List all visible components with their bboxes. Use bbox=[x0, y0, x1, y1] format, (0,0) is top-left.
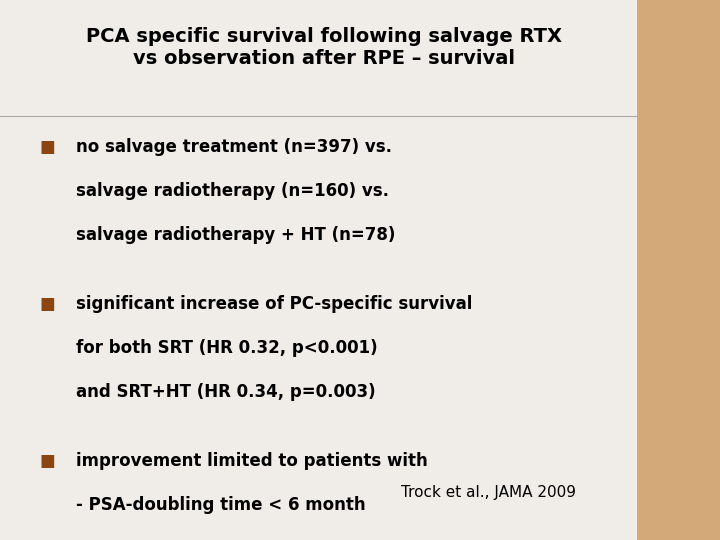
Text: and SRT+HT (HR 0.34, p=0.003): and SRT+HT (HR 0.34, p=0.003) bbox=[76, 383, 375, 401]
Text: ■: ■ bbox=[40, 295, 55, 313]
Text: salvage radiotherapy + HT (n=78): salvage radiotherapy + HT (n=78) bbox=[76, 226, 395, 244]
Text: salvage radiotherapy (n=160) vs.: salvage radiotherapy (n=160) vs. bbox=[76, 182, 389, 200]
Text: improvement limited to patients with: improvement limited to patients with bbox=[76, 452, 428, 470]
Text: ■: ■ bbox=[40, 452, 55, 470]
Text: no salvage treatment (n=397) vs.: no salvage treatment (n=397) vs. bbox=[76, 138, 392, 156]
Bar bbox=[637, 0, 720, 540]
Text: Trock et al., JAMA 2009: Trock et al., JAMA 2009 bbox=[401, 484, 576, 500]
Text: - PSA-doubling time < 6 month: - PSA-doubling time < 6 month bbox=[76, 496, 365, 514]
Text: PCA specific survival following salvage RTX
vs observation after RPE – survival: PCA specific survival following salvage … bbox=[86, 27, 562, 68]
Text: ■: ■ bbox=[40, 138, 55, 156]
Text: significant increase of PC-specific survival: significant increase of PC-specific surv… bbox=[76, 295, 472, 313]
Text: for both SRT (HR 0.32, p<0.001): for both SRT (HR 0.32, p<0.001) bbox=[76, 339, 377, 357]
